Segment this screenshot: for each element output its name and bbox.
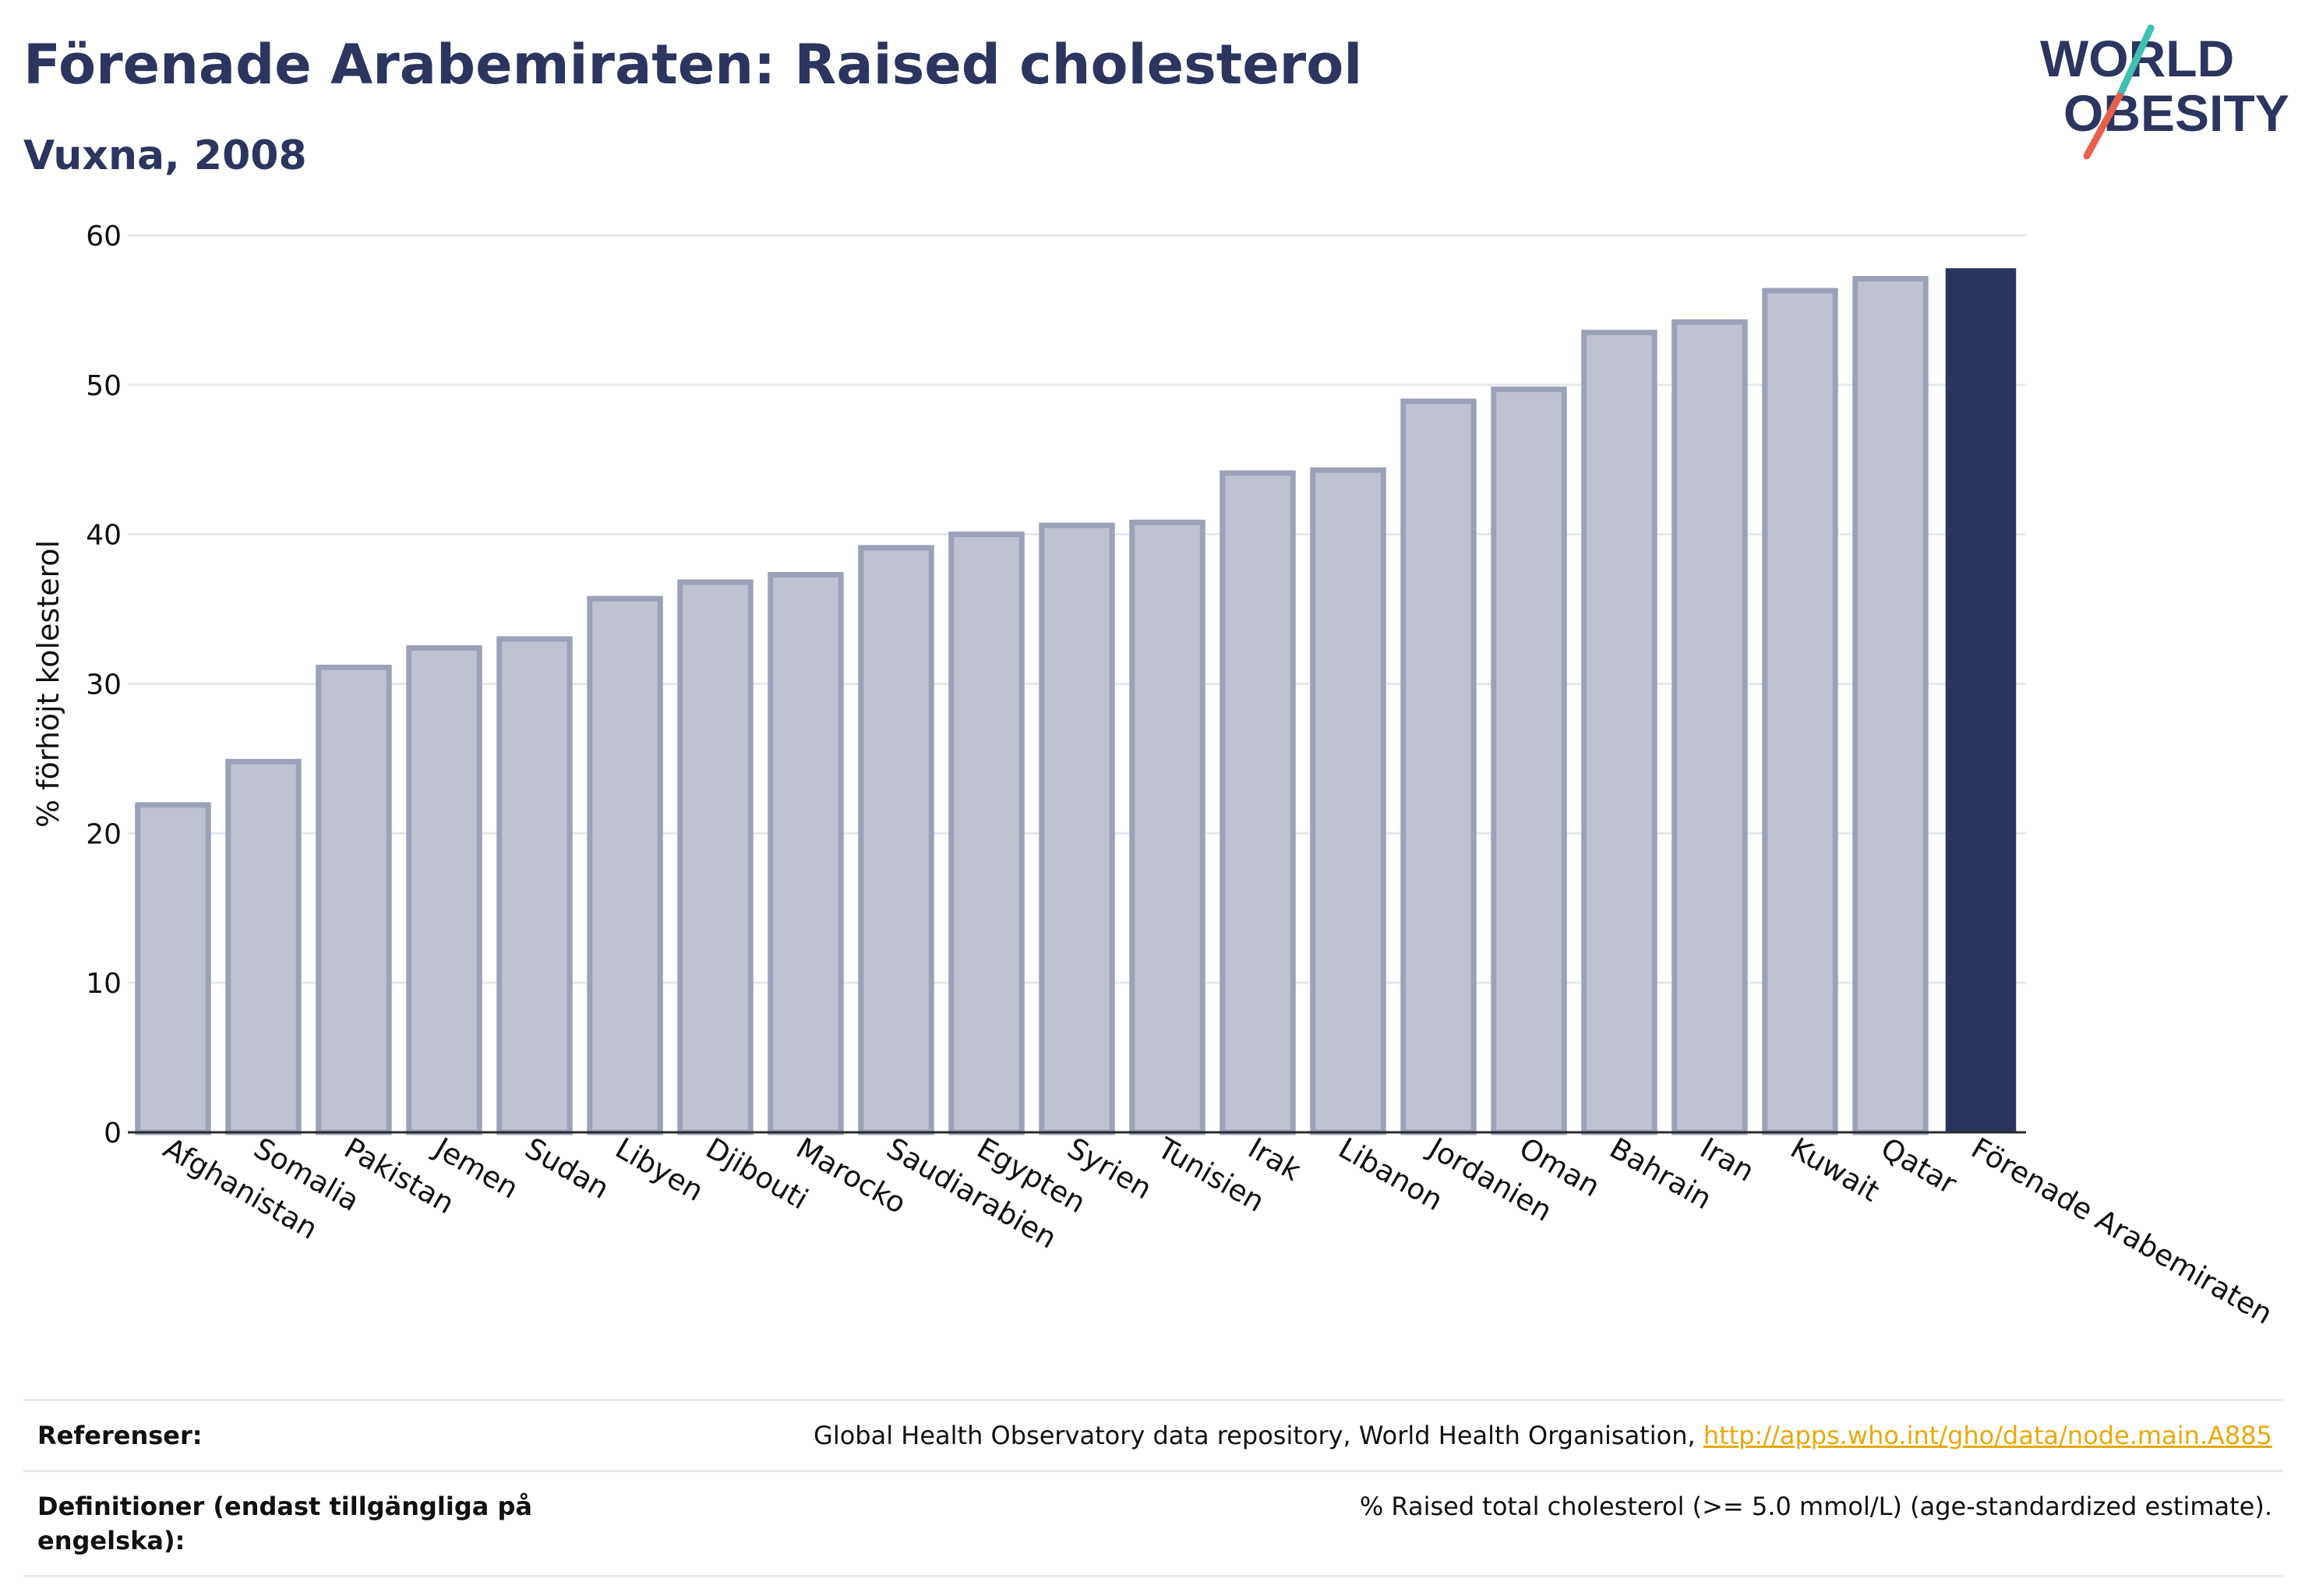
bar [225, 758, 302, 1135]
bar [1310, 467, 1386, 1135]
x-tick-label: Förenade Arabemiraten [1966, 1132, 2279, 1331]
references-table: Referenser: Global Health Observatory da… [23, 1399, 2283, 1577]
bar [768, 571, 844, 1135]
x-axis-ticks: AfghanistanSomaliaPakistanJemenSudanLiby… [158, 1131, 2279, 1331]
bar [406, 644, 482, 1135]
y-axis-ticks: 0 10 20 30 40 50 60 [86, 221, 122, 1149]
bar [948, 531, 1025, 1135]
x-tick-label: Kuwait [1785, 1132, 1886, 1209]
bar [1581, 330, 1657, 1135]
x-tick-label: Libanon [1333, 1132, 1449, 1218]
chart-subtitle: Vuxna, 2008 [23, 132, 307, 179]
bar [1762, 288, 1838, 1135]
definitions-value: % Raised total cholesterol (>= 5.0 mmol/… [1359, 1492, 2272, 1521]
references-link[interactable]: http://apps.who.int/gho/data/node.main.A… [1703, 1421, 2272, 1450]
bar [1491, 387, 1567, 1135]
bar [587, 595, 663, 1135]
x-tick-label: Bahrain [1604, 1132, 1717, 1216]
bars [135, 268, 2017, 1135]
x-tick-label: Libyen [610, 1132, 710, 1208]
y-tick-label: 60 [86, 221, 122, 252]
logo-slash-bottom [2083, 92, 2123, 160]
definitions-label: Definitioner (endast tillgängliga på eng… [37, 1492, 532, 1555]
y-tick-label: 10 [86, 968, 122, 1000]
y-tick-label: 0 [104, 1118, 122, 1149]
bar [1220, 470, 1296, 1135]
bar [1039, 522, 1115, 1135]
references-row: Referenser: Global Health Observatory da… [23, 1399, 2283, 1470]
bar [1945, 268, 2017, 1132]
y-tick-label: 50 [86, 370, 122, 402]
references-value: Global Health Observatory data repositor… [814, 1418, 2272, 1453]
bar [1852, 276, 1929, 1135]
bar [1671, 319, 1748, 1135]
bar [135, 802, 211, 1135]
bar [858, 545, 934, 1135]
bar [677, 579, 754, 1135]
bar [1129, 519, 1205, 1135]
references-text: Global Health Observatory data repositor… [814, 1421, 1703, 1450]
y-tick-label: 40 [86, 520, 122, 552]
chart-title: Förenade Arabemiraten: Raised cholestero… [23, 33, 1363, 97]
logo-slash-top [2116, 24, 2155, 100]
bar [1400, 398, 1477, 1135]
y-tick-label: 20 [86, 818, 122, 850]
references-label: Referenser: [37, 1421, 203, 1450]
x-tick-label: Qatar [1876, 1132, 1963, 1202]
bar-chart: 0 10 20 30 40 50 60 AfghanistanSomaliaPakistan… [31, 221, 2279, 1331]
x-tick-label: Djibouti [701, 1132, 814, 1216]
definitions-row: Definitioner (endast tillgängliga på eng… [23, 1470, 2283, 1577]
world-obesity-logo: WORLD OBESITY [2040, 24, 2289, 160]
bar [316, 664, 392, 1135]
y-axis-label: % förhöjt kolesterol [31, 540, 65, 828]
y-tick-label: 30 [86, 669, 122, 701]
x-tick-label: Sudan [520, 1132, 615, 1206]
bar [496, 636, 573, 1135]
